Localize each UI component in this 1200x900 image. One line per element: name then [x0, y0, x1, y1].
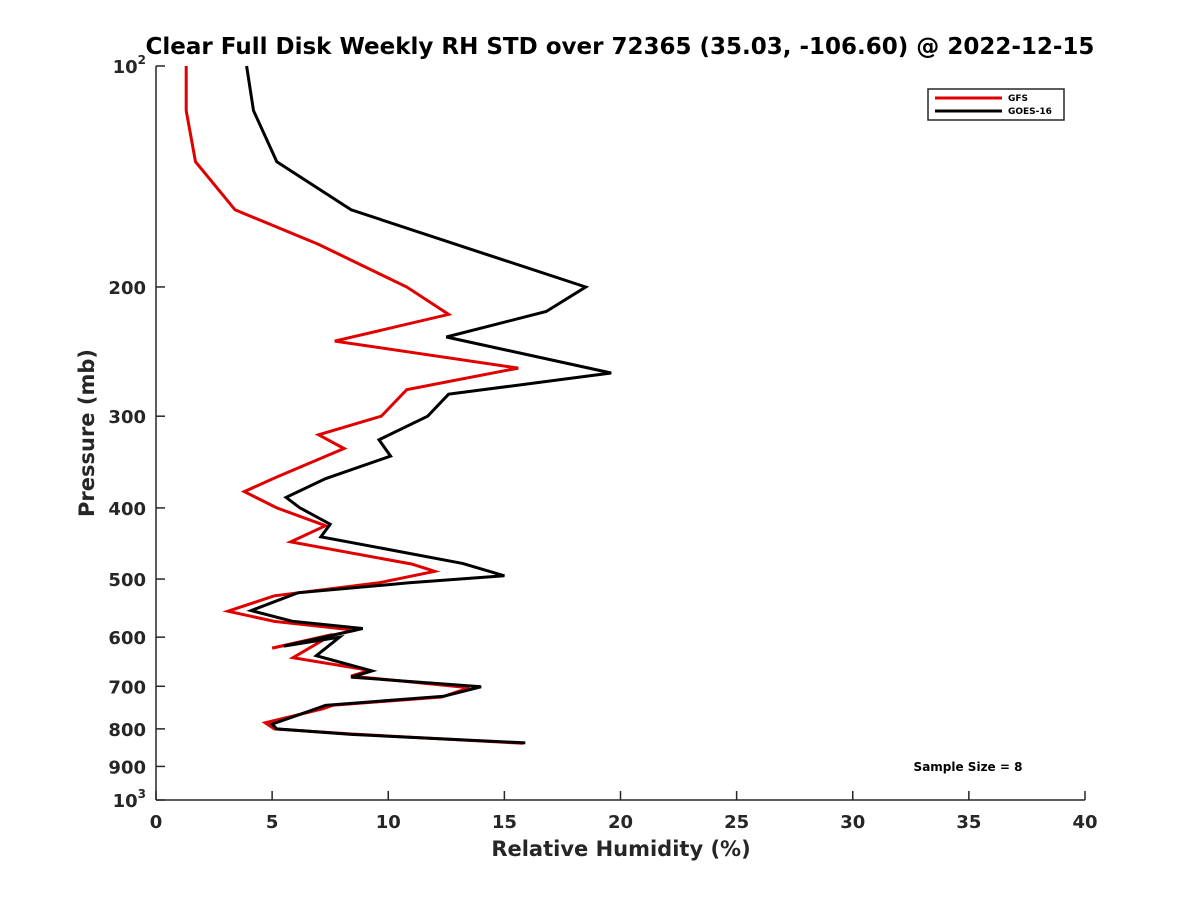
x-tick-label: 0	[150, 812, 163, 833]
x-tick-label: 35	[956, 812, 981, 833]
sample-size-annotation: Sample Size = 8	[914, 760, 1023, 774]
y-tick-label: 200	[108, 278, 146, 299]
x-tick-label: 30	[840, 812, 865, 833]
y-tick-label: 400	[108, 499, 146, 520]
x-tick-label: 10	[376, 812, 401, 833]
y-tick-label: 800	[108, 720, 146, 741]
chart-title: Clear Full Disk Weekly RH STD over 72365…	[146, 34, 1095, 60]
x-axis-label: Relative Humidity (%)	[491, 837, 750, 861]
x-tick-label: 5	[266, 812, 279, 833]
x-tick-label: 20	[608, 812, 633, 833]
axes: 0 5 10 15 20 25 30 35 40102200300400500600700800…	[108, 53, 1097, 833]
legend-box	[927, 88, 1065, 121]
legend: GFS GOES-16	[927, 88, 1065, 121]
y-tick-label: 600	[108, 628, 146, 649]
x-tick-label: 40	[1072, 812, 1097, 833]
y-tick-label: 102	[113, 53, 146, 78]
y-axis-label: Pressure (mb)	[75, 349, 99, 517]
y-tick-label: 500	[108, 570, 146, 591]
series-layer	[184, 65, 612, 745]
legend-label: GFS	[1008, 94, 1028, 104]
series-line-goes-16	[245, 65, 612, 745]
legend-label: GOES-16	[1008, 107, 1052, 117]
y-tick-label: 900	[108, 757, 146, 778]
y-tick-label: 300	[108, 407, 146, 428]
y-tick-base: 10	[113, 791, 138, 812]
y-tick-exponent: 2	[138, 53, 146, 67]
y-tick-label: 103	[113, 787, 146, 812]
x-tick-label: 25	[724, 812, 749, 833]
x-tick-label: 15	[492, 812, 517, 833]
y-tick-exponent: 3	[138, 787, 146, 801]
y-tick-label: 700	[108, 677, 146, 698]
y-tick-base: 10	[113, 57, 138, 78]
